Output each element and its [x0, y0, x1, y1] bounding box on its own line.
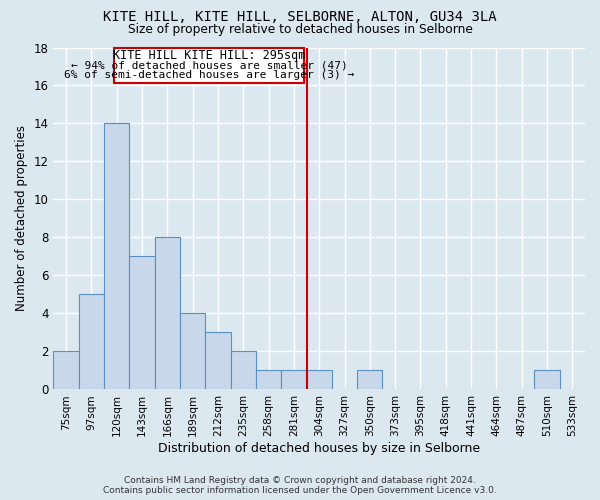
Bar [307, 370, 332, 390]
Bar [104, 124, 130, 390]
Bar [205, 332, 230, 390]
Bar [535, 370, 560, 390]
Bar [130, 256, 155, 390]
Text: Size of property relative to detached houses in Selborne: Size of property relative to detached ho… [128, 22, 472, 36]
Y-axis label: Number of detached properties: Number of detached properties [15, 126, 28, 312]
Text: KITE HILL KITE HILL: 295sqm: KITE HILL KITE HILL: 295sqm [113, 48, 305, 62]
Text: ← 94% of detached houses are smaller (47): ← 94% of detached houses are smaller (47… [71, 60, 347, 70]
Bar [281, 370, 307, 390]
Bar [357, 370, 382, 390]
Text: KITE HILL, KITE HILL, SELBORNE, ALTON, GU34 3LA: KITE HILL, KITE HILL, SELBORNE, ALTON, G… [103, 10, 497, 24]
Bar [180, 314, 205, 390]
FancyBboxPatch shape [114, 48, 304, 82]
Bar [256, 370, 281, 390]
Bar [230, 352, 256, 390]
Text: 6% of semi-detached houses are larger (3) →: 6% of semi-detached houses are larger (3… [64, 70, 354, 80]
X-axis label: Distribution of detached houses by size in Selborne: Distribution of detached houses by size … [158, 442, 480, 455]
Bar [53, 352, 79, 390]
Text: Contains HM Land Registry data © Crown copyright and database right 2024.
Contai: Contains HM Land Registry data © Crown c… [103, 476, 497, 495]
Bar [79, 294, 104, 390]
Bar [155, 238, 180, 390]
